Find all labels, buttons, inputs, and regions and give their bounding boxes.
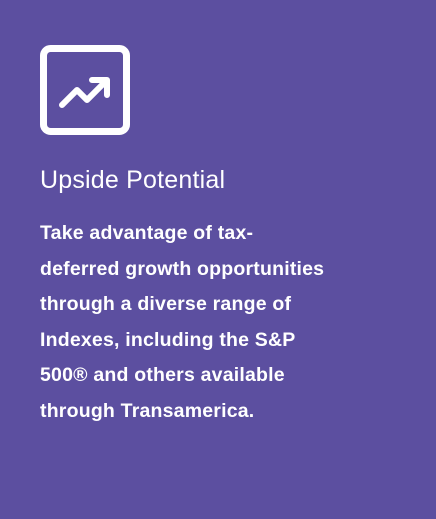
title: Upside Potential [40, 166, 226, 194]
trend-icon [40, 45, 130, 135]
description-line: through a diverse range of [40, 293, 292, 315]
description: Take advantage of tax-deferred growth op… [40, 216, 324, 429]
description-line: Take advantage of tax- [40, 222, 254, 244]
description-line: through Transamerica. [40, 399, 255, 422]
description-line: Indexes, including the S&P [40, 328, 296, 351]
description-line: deferred growth opportunities [40, 257, 325, 280]
description-line: 500® and others available [40, 364, 285, 386]
